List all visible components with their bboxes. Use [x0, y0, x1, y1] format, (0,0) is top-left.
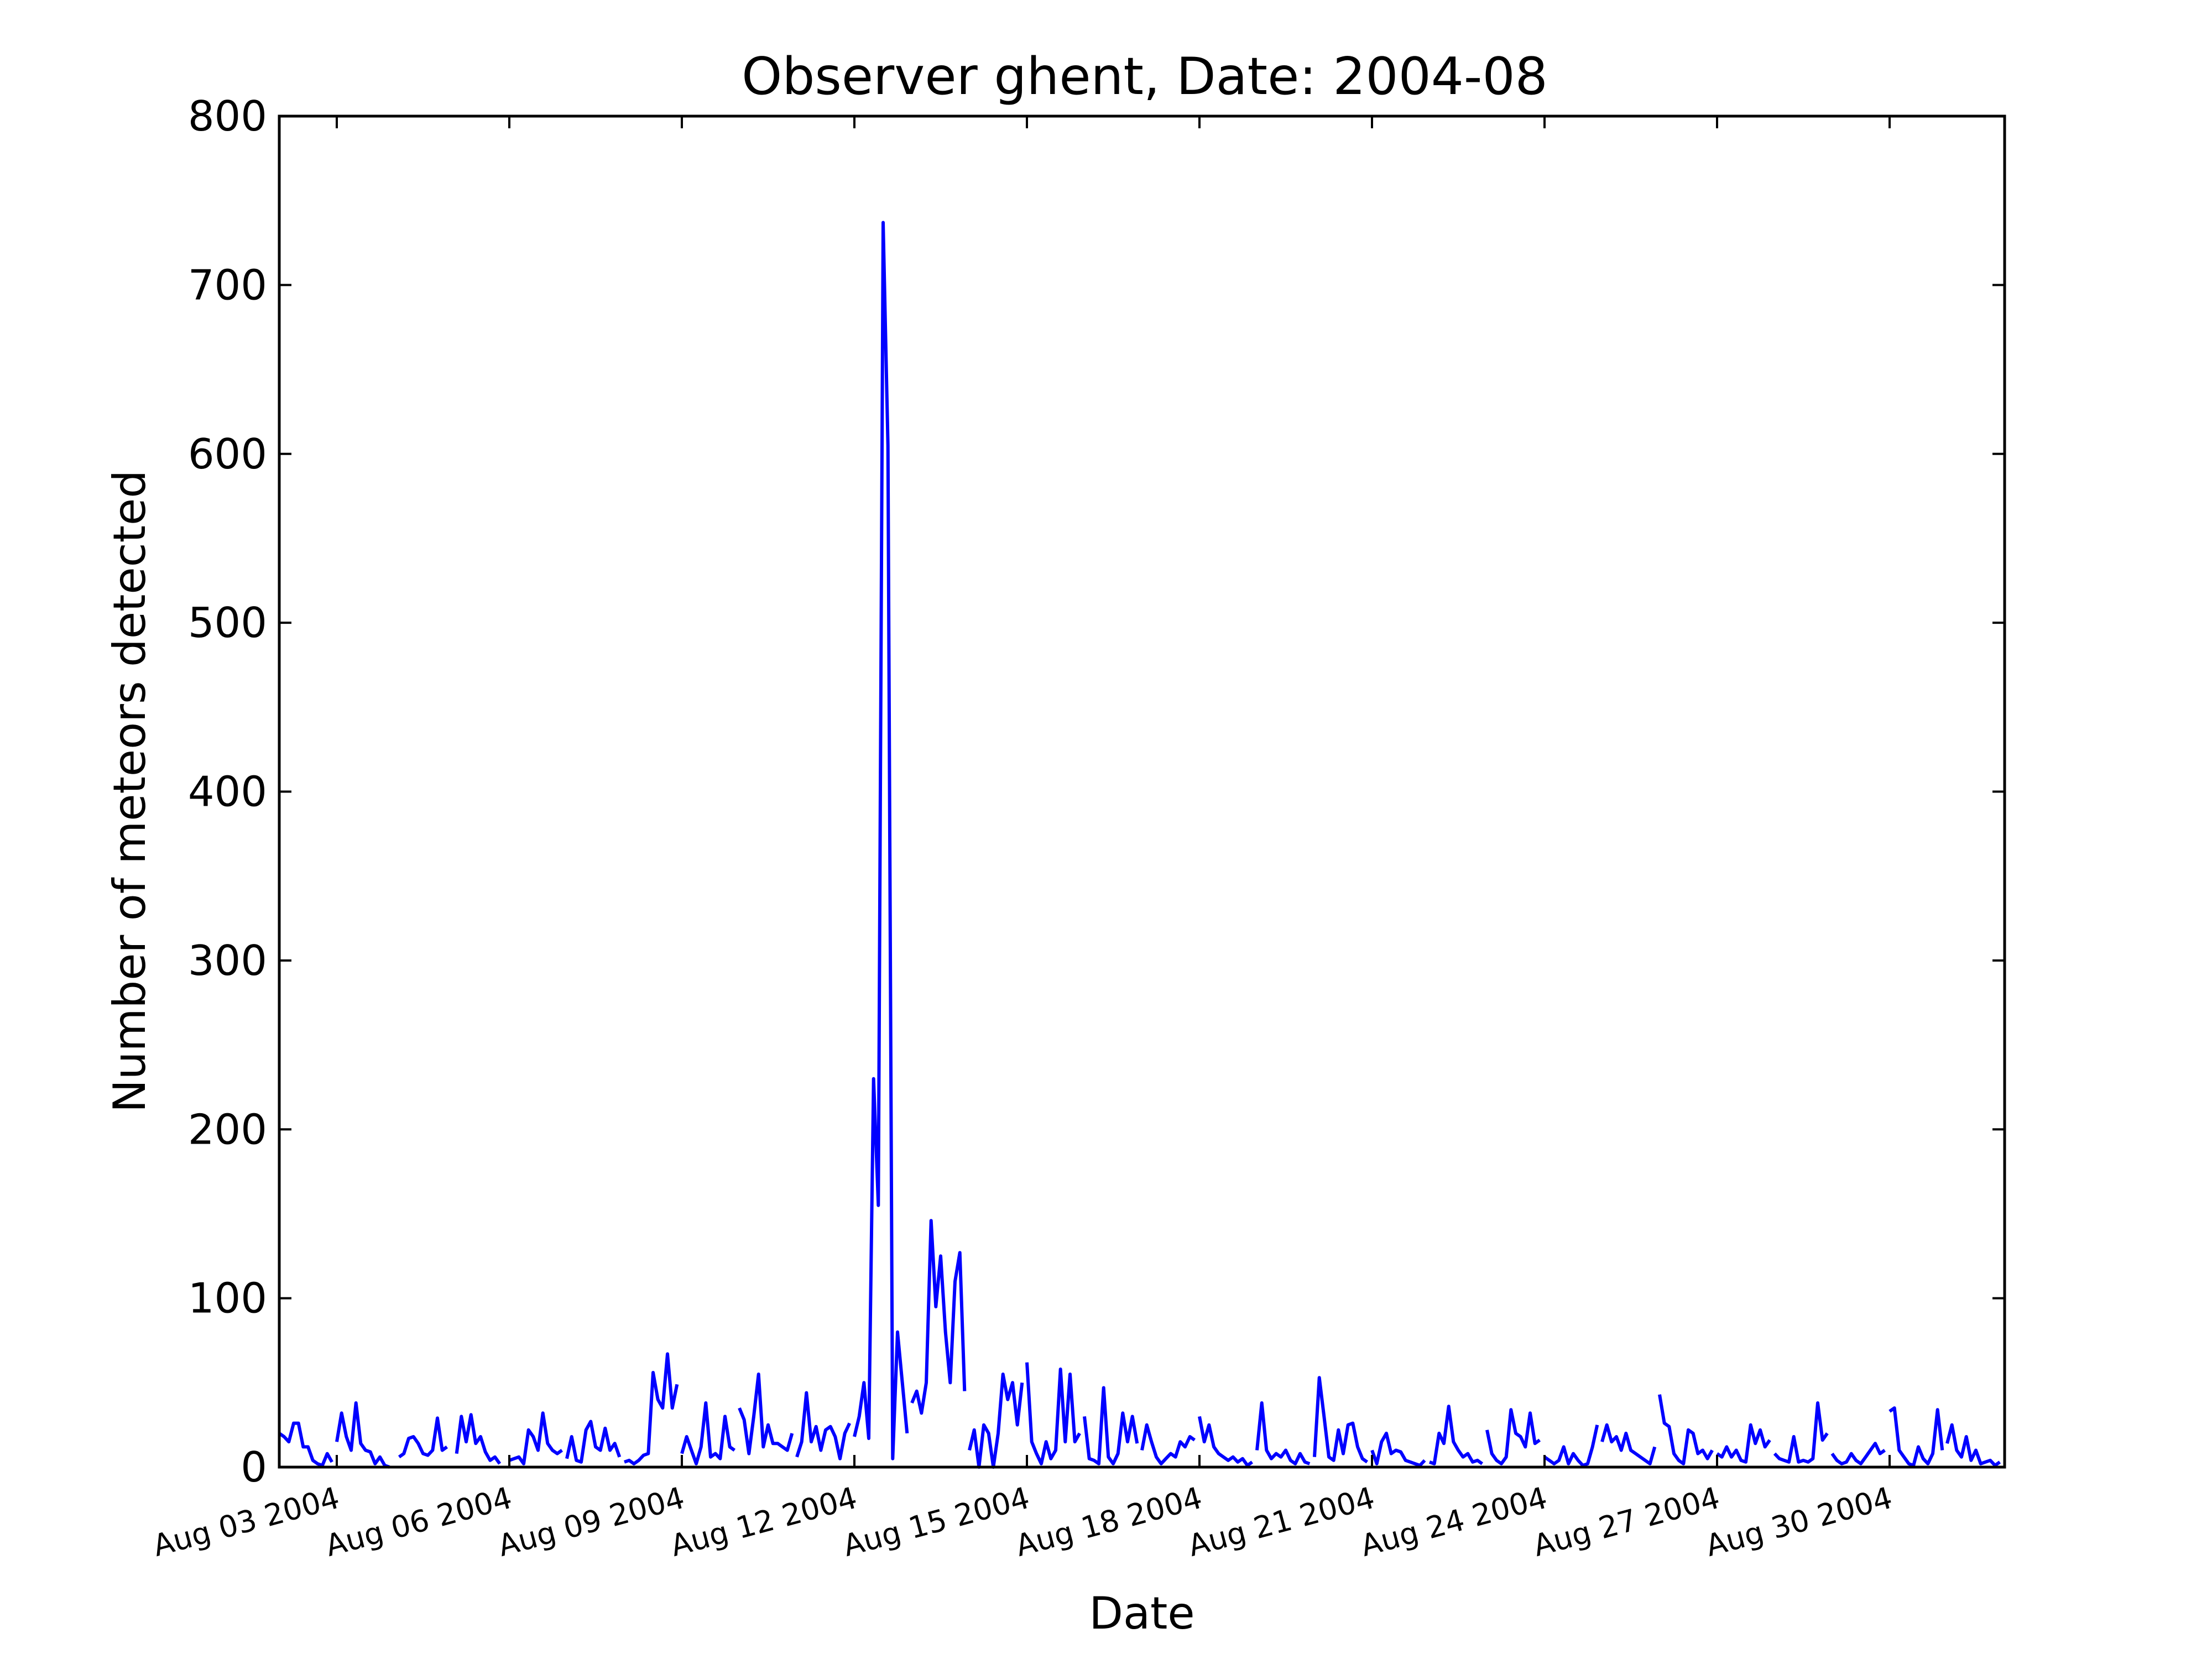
x-axis-label: Date	[1089, 1588, 1194, 1639]
series-line-segment	[508, 1411, 564, 1465]
series-line-segment	[398, 1416, 448, 1459]
y-tick-label: 800	[188, 92, 267, 140]
series-line-segment	[1083, 1386, 1139, 1465]
series-line-segment	[1600, 1423, 1657, 1465]
series-line-segment	[1543, 1425, 1599, 1467]
series-line-segment	[738, 1373, 794, 1455]
y-axis-label: Number of meteors detected	[104, 470, 155, 1113]
y-axis: 0 100 200 300 400 500 600 700 800	[188, 92, 2005, 1491]
series-line-segment	[1198, 1416, 1254, 1467]
series-line-segment	[853, 221, 909, 1460]
series-line-segment	[1485, 1408, 1541, 1465]
series-line-segment	[968, 1373, 1024, 1469]
series-line-segment	[1888, 1406, 1944, 1467]
series-line-segment	[910, 1219, 967, 1415]
y-tick-label: 100	[188, 1274, 267, 1323]
series-line-segment	[1830, 1442, 1886, 1465]
y-tick-label: 400	[188, 768, 267, 816]
series-line-segment	[1255, 1401, 1311, 1465]
series-line-segment	[624, 1352, 679, 1465]
series-line-segment	[1945, 1423, 2001, 1467]
series-line-segment	[455, 1413, 502, 1465]
y-tick-label: 700	[188, 260, 267, 309]
series-line-segment	[1428, 1405, 1484, 1465]
series-line-segment	[1716, 1423, 1771, 1464]
y-tick-label: 0	[241, 1443, 267, 1491]
series-line-segment	[1140, 1423, 1196, 1465]
series-line-segment	[1773, 1401, 1829, 1464]
series-line-segment	[1370, 1431, 1426, 1467]
chart-title: Observer ghent, Date: 2004-08	[742, 46, 1548, 106]
y-tick-label: 300	[188, 936, 267, 985]
y-tick-label: 600	[188, 430, 267, 478]
y-tick-label: 500	[188, 598, 267, 647]
series-line-segment	[1313, 1376, 1369, 1464]
series-line-segment	[795, 1391, 852, 1460]
series-line-segment	[680, 1401, 736, 1465]
series-line	[278, 221, 2001, 1469]
series-line-segment	[278, 1421, 333, 1467]
y-tick-label: 200	[188, 1105, 267, 1154]
series-line-segment	[565, 1420, 622, 1464]
series-line-segment	[1025, 1362, 1081, 1465]
series-line-segment	[335, 1401, 390, 1469]
series-line-segment	[1658, 1394, 1714, 1465]
